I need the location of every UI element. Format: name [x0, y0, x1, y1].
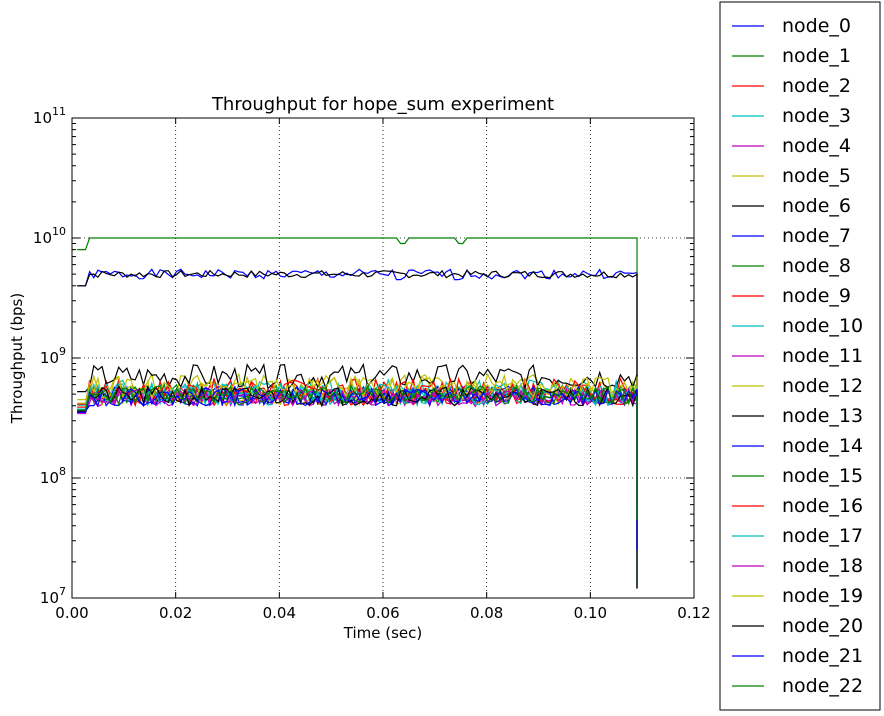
legend-label-node_10: node_10	[782, 315, 863, 337]
series-line-node_0	[77, 268, 638, 589]
x-tick-label: 0.00	[55, 604, 88, 622]
grid	[72, 118, 694, 598]
x-tick-label: 0.10	[574, 604, 607, 622]
x-axis-label: Time (sec)	[343, 624, 422, 642]
series-line-node_11	[77, 387, 638, 551]
chart-title: Throughput for hope_sum experiment	[211, 94, 554, 115]
y-tick-label: 108	[40, 465, 66, 487]
legend-label-node_0: node_0	[782, 15, 851, 37]
series-line-node_15	[77, 385, 638, 589]
series-line-node_22	[77, 384, 638, 520]
x-tick-label: 0.08	[470, 604, 503, 622]
legend-label-node_19: node_19	[782, 585, 863, 607]
legend-label-node_17: node_17	[782, 525, 863, 547]
series-line-node_6	[77, 269, 638, 551]
y-tick-label: 107	[40, 585, 66, 607]
series-line-node_10	[77, 377, 638, 589]
legend-label-node_21: node_21	[782, 645, 863, 667]
x-tick-label: 0.06	[366, 604, 399, 622]
series-line-node_7	[77, 384, 638, 520]
y-tick-label: 109	[40, 345, 66, 367]
series-line-node_19	[77, 376, 638, 404]
axis-ticks: 0.00 0.02 0.04 0.06 0.08 0.10 0.12 107 108 109 101…	[33, 105, 711, 622]
legend-label-node_6: node_6	[782, 195, 851, 217]
series-lines	[77, 237, 638, 589]
legend-label-node_20: node_20	[782, 615, 863, 637]
series-line-node_21	[77, 387, 638, 551]
x-tick-label: 0.12	[677, 604, 710, 622]
legend-label-node_5: node_5	[782, 165, 851, 187]
series-line-node_13	[77, 362, 638, 505]
legend-label-node_9: node_9	[782, 285, 851, 307]
legend-label-node_13: node_13	[782, 405, 863, 427]
legend-label-node_3: node_3	[782, 105, 851, 127]
legend-label-node_2: node_2	[782, 75, 851, 97]
legend-label-node_18: node_18	[782, 555, 863, 577]
legend-label-node_7: node_7	[782, 225, 851, 247]
legend-label-node_8: node_8	[782, 255, 851, 277]
series-line-node_5	[77, 385, 638, 589]
series-line-node_20	[77, 385, 638, 589]
legend-label-node_4: node_4	[782, 135, 851, 157]
legend-label-node_16: node_16	[782, 495, 863, 517]
x-tick-label: 0.02	[159, 604, 192, 622]
legend-label-node_12: node_12	[782, 375, 863, 397]
series-line-node_1	[77, 237, 638, 551]
x-tick-label: 0.04	[263, 604, 296, 622]
series-line-node_2	[77, 388, 638, 520]
legend-label-node_22: node_22	[782, 675, 863, 697]
series-line-node_18	[77, 386, 638, 505]
legend-label-node_1: node_1	[782, 45, 851, 67]
legend-label-node_14: node_14	[782, 435, 863, 457]
legend-label-node_11: node_11	[782, 345, 863, 367]
y-axis-label: Throughput (bps)	[8, 293, 26, 424]
y-tick-label: 1011	[33, 105, 66, 127]
y-tick-label: 1010	[33, 225, 66, 247]
legend-label-node_15: node_15	[782, 465, 863, 487]
legend: node_0 node_1 node_2 node_3 node_4 node_5node…	[719, 1, 881, 711]
